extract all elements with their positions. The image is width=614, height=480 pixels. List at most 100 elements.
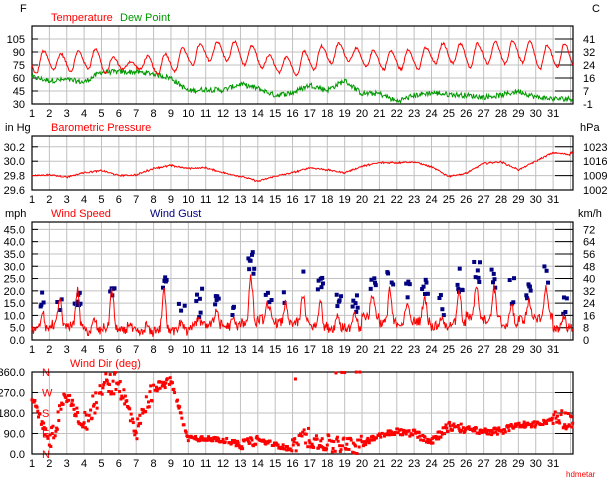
- wind-dir-point: [205, 438, 209, 442]
- day-label: 11: [200, 108, 211, 120]
- wind-gust-point: [489, 267, 494, 272]
- wind-dir-point: [295, 441, 299, 445]
- wind-dir-point: [386, 429, 390, 433]
- wind-gust-point: [78, 301, 83, 306]
- compass-label: W: [42, 388, 53, 400]
- day-label: 29: [512, 108, 524, 120]
- day-label: 26: [460, 344, 472, 356]
- wind-dir-point: [136, 417, 140, 421]
- day-label: 7: [133, 344, 139, 356]
- day-label: 28: [495, 108, 507, 120]
- right-tick-label: 48: [583, 261, 595, 273]
- wind-dir-point: [336, 439, 340, 443]
- wind-dir-point: [342, 436, 346, 440]
- wind-dir-point: [490, 433, 494, 437]
- panel-4: 360.0270.0180.090.00.0NWSEN1234567891011…: [0, 367, 575, 470]
- left-tick-label: 29.8: [4, 171, 25, 183]
- day-label: 15: [269, 344, 281, 356]
- wind-gust-point: [281, 290, 286, 295]
- wind-dir-point: [404, 432, 408, 436]
- wind-dir-point: [419, 438, 423, 442]
- wind-dir-point: [411, 433, 415, 437]
- wind-dir-point: [100, 392, 104, 396]
- wind-dir-point: [393, 433, 397, 437]
- wind-dir-point: [246, 439, 250, 443]
- dew-point-legend: Dew Point: [120, 12, 170, 24]
- wind-dir-point: [500, 428, 504, 432]
- wind-left-unit: mph: [5, 208, 26, 220]
- wind-gust-point: [335, 304, 340, 309]
- wind-dir-point: [162, 380, 166, 384]
- day-label: 30: [530, 344, 542, 356]
- wind-dir-point: [475, 431, 479, 435]
- wind-dir-point: [569, 415, 573, 419]
- wind-dir-point: [347, 447, 351, 451]
- wind-dir-point: [445, 426, 449, 430]
- wind-dir-point: [139, 421, 143, 425]
- wind-dir-point: [530, 423, 534, 427]
- wind-gust-point: [55, 300, 60, 305]
- wind-dir-point: [299, 432, 303, 436]
- wind-gust-point: [179, 308, 184, 313]
- wind-dir-point: [367, 441, 371, 445]
- right-tick-label: 56: [583, 249, 595, 261]
- wind-gust-point: [230, 313, 235, 318]
- wind-gust-point: [316, 278, 321, 283]
- wind-dir-point: [179, 411, 183, 415]
- wind-dir-point: [211, 439, 215, 443]
- wind-dir-point: [141, 411, 145, 415]
- right-tick-label: 32: [583, 286, 595, 298]
- wind-dir-point: [555, 414, 559, 418]
- day-label: 15: [269, 108, 281, 120]
- wind-gust-point: [404, 281, 409, 286]
- wind-dir-point: [268, 439, 272, 443]
- wind-gust-point: [320, 281, 325, 286]
- day-label: 23: [408, 108, 420, 120]
- wind-dir-point: [72, 407, 76, 411]
- day-label: 9: [168, 108, 174, 120]
- wind-dir-point: [149, 384, 153, 388]
- wind-dir-point: [262, 439, 266, 443]
- wind-dir-point: [380, 431, 384, 435]
- wind-gust-point: [477, 279, 482, 284]
- wind-gust-point: [493, 285, 498, 290]
- left-tick-label: 360.0: [0, 367, 25, 379]
- wind-dir-point: [138, 413, 142, 417]
- wind-gust-point: [164, 277, 169, 282]
- wind-dir-point: [158, 386, 162, 390]
- left-tick-label: 0.0: [10, 335, 25, 347]
- wind-gust-point: [424, 280, 429, 285]
- wind-gust-point: [511, 300, 516, 305]
- wind-dir-point: [236, 441, 240, 445]
- wind-dir-point: [54, 429, 58, 433]
- wind-dir-point: [314, 434, 318, 438]
- right-tick-label: 41: [583, 34, 595, 46]
- wind-dir-point: [368, 438, 372, 442]
- day-label: 6: [116, 108, 122, 120]
- wind-dir-point: [343, 371, 347, 375]
- wind-dir-point: [431, 441, 435, 445]
- day-label: 21: [373, 194, 385, 206]
- day-label: 31: [547, 194, 559, 206]
- wind-dir-point: [154, 385, 158, 389]
- wind-gust-point: [265, 290, 270, 295]
- wind-dir-point: [340, 444, 344, 448]
- wind-dir-point: [234, 444, 238, 448]
- day-label: 24: [425, 344, 437, 356]
- wind-dir-point: [388, 433, 392, 437]
- wind-gust-point: [368, 286, 373, 291]
- day-label: 25: [443, 108, 455, 120]
- wind-dir-point: [249, 436, 253, 440]
- day-label: 18: [321, 194, 333, 206]
- wind-dir-point: [521, 425, 525, 429]
- wind-dir-point: [104, 372, 108, 376]
- pressure-legend: Barometric Pressure: [51, 122, 151, 134]
- wind-dir-point: [131, 421, 135, 425]
- day-label: 29: [512, 458, 524, 470]
- wind-dir-point: [458, 430, 462, 434]
- day-label: 31: [547, 108, 559, 120]
- wind-dir-point: [291, 438, 295, 442]
- wind-gust-point: [546, 280, 551, 285]
- wind-dir-point: [551, 421, 555, 425]
